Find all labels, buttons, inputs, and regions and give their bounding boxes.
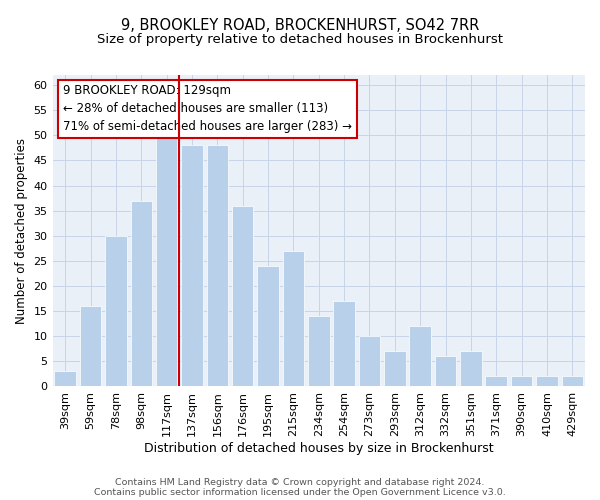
Bar <box>206 146 228 386</box>
Text: Size of property relative to detached houses in Brockenhurst: Size of property relative to detached ho… <box>97 32 503 46</box>
X-axis label: Distribution of detached houses by size in Brockenhurst: Distribution of detached houses by size … <box>144 442 494 455</box>
Bar <box>232 206 253 386</box>
Bar <box>105 236 127 386</box>
Bar <box>181 146 203 386</box>
Y-axis label: Number of detached properties: Number of detached properties <box>15 138 28 324</box>
Bar <box>511 376 532 386</box>
Bar <box>409 326 431 386</box>
Bar <box>308 316 329 386</box>
Bar <box>485 376 507 386</box>
Bar <box>156 136 178 386</box>
Text: Contains public sector information licensed under the Open Government Licence v3: Contains public sector information licen… <box>94 488 506 497</box>
Bar <box>460 352 482 386</box>
Bar <box>536 376 558 386</box>
Bar <box>435 356 457 386</box>
Text: 9 BROOKLEY ROAD: 129sqm
← 28% of detached houses are smaller (113)
71% of semi-d: 9 BROOKLEY ROAD: 129sqm ← 28% of detache… <box>63 84 352 134</box>
Bar <box>359 336 380 386</box>
Text: 9, BROOKLEY ROAD, BROCKENHURST, SO42 7RR: 9, BROOKLEY ROAD, BROCKENHURST, SO42 7RR <box>121 18 479 32</box>
Bar <box>80 306 101 386</box>
Bar <box>55 372 76 386</box>
Bar <box>283 251 304 386</box>
Bar <box>562 376 583 386</box>
Bar <box>257 266 279 386</box>
Bar <box>131 200 152 386</box>
Text: Contains HM Land Registry data © Crown copyright and database right 2024.: Contains HM Land Registry data © Crown c… <box>115 478 485 487</box>
Bar <box>384 352 406 386</box>
Bar <box>334 301 355 386</box>
